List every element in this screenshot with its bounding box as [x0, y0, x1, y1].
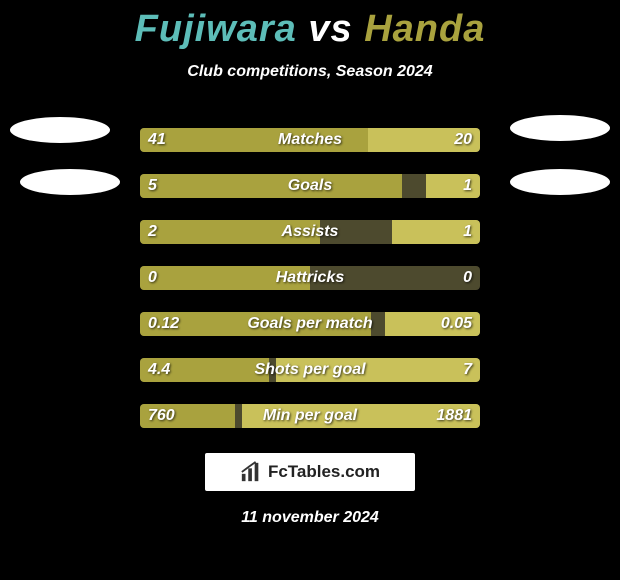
stat-bar-track: Min per goal760 1881 — [140, 404, 480, 428]
stat-label: Assists — [140, 220, 480, 244]
logo-text: FcTables.com — [268, 462, 380, 482]
stat-row: Goals5 1 — [0, 163, 620, 209]
subtitle: Club competitions, Season 2024 — [0, 63, 620, 81]
stat-row: Assists2 1 — [0, 209, 620, 255]
stat-label: Hattricks — [140, 266, 480, 290]
stat-value-left: 760 — [148, 404, 175, 428]
stat-bar-track: Matches41 20 — [140, 128, 480, 152]
site-logo: FcTables.com — [205, 453, 415, 491]
stat-bar-track: Hattricks0 0 — [140, 266, 480, 290]
stat-value-right: 1 — [463, 220, 472, 244]
stat-value-left: 5 — [148, 174, 157, 198]
stat-value-left: 2 — [148, 220, 157, 244]
stat-bar-track: Assists2 1 — [140, 220, 480, 244]
chart-icon — [240, 461, 262, 483]
stat-bar-track: Shots per goal4.4 7 — [140, 358, 480, 382]
title-vs: vs — [308, 8, 352, 50]
stat-bar-track: Goals per match0.12 0.05 — [140, 312, 480, 336]
stat-value-left: 0.12 — [148, 312, 179, 336]
stat-row: Matches41 20 — [0, 117, 620, 163]
stat-value-right: 0 — [463, 266, 472, 290]
player2-name: Handa — [364, 8, 485, 50]
stat-value-left: 41 — [148, 128, 166, 152]
stat-bar-track: Goals5 1 — [140, 174, 480, 198]
date-text: 11 november 2024 — [0, 509, 620, 527]
stat-value-right: 1 — [463, 174, 472, 198]
stat-label: Shots per goal — [140, 358, 480, 382]
player1-name: Fujiwara — [135, 8, 297, 50]
stat-value-right: 1881 — [436, 404, 472, 428]
stat-value-left: 4.4 — [148, 358, 170, 382]
stat-label: Min per goal — [140, 404, 480, 428]
stat-label: Goals per match — [140, 312, 480, 336]
stat-row: Shots per goal4.4 7 — [0, 347, 620, 393]
stat-value-left: 0 — [148, 266, 157, 290]
stat-row: Goals per match0.12 0.05 — [0, 301, 620, 347]
comparison-title: Fujiwara vs Handa — [0, 0, 620, 51]
stat-label: Goals — [140, 174, 480, 198]
stat-row: Min per goal760 1881 — [0, 393, 620, 439]
stat-label: Matches — [140, 128, 480, 152]
stat-value-right: 7 — [463, 358, 472, 382]
stats-chart: Matches4120Goals51Assists21Hattricks00Go… — [0, 117, 620, 439]
stat-row: Hattricks0 0 — [0, 255, 620, 301]
stat-value-right: 0.05 — [441, 312, 472, 336]
stat-value-right: 20 — [454, 128, 472, 152]
